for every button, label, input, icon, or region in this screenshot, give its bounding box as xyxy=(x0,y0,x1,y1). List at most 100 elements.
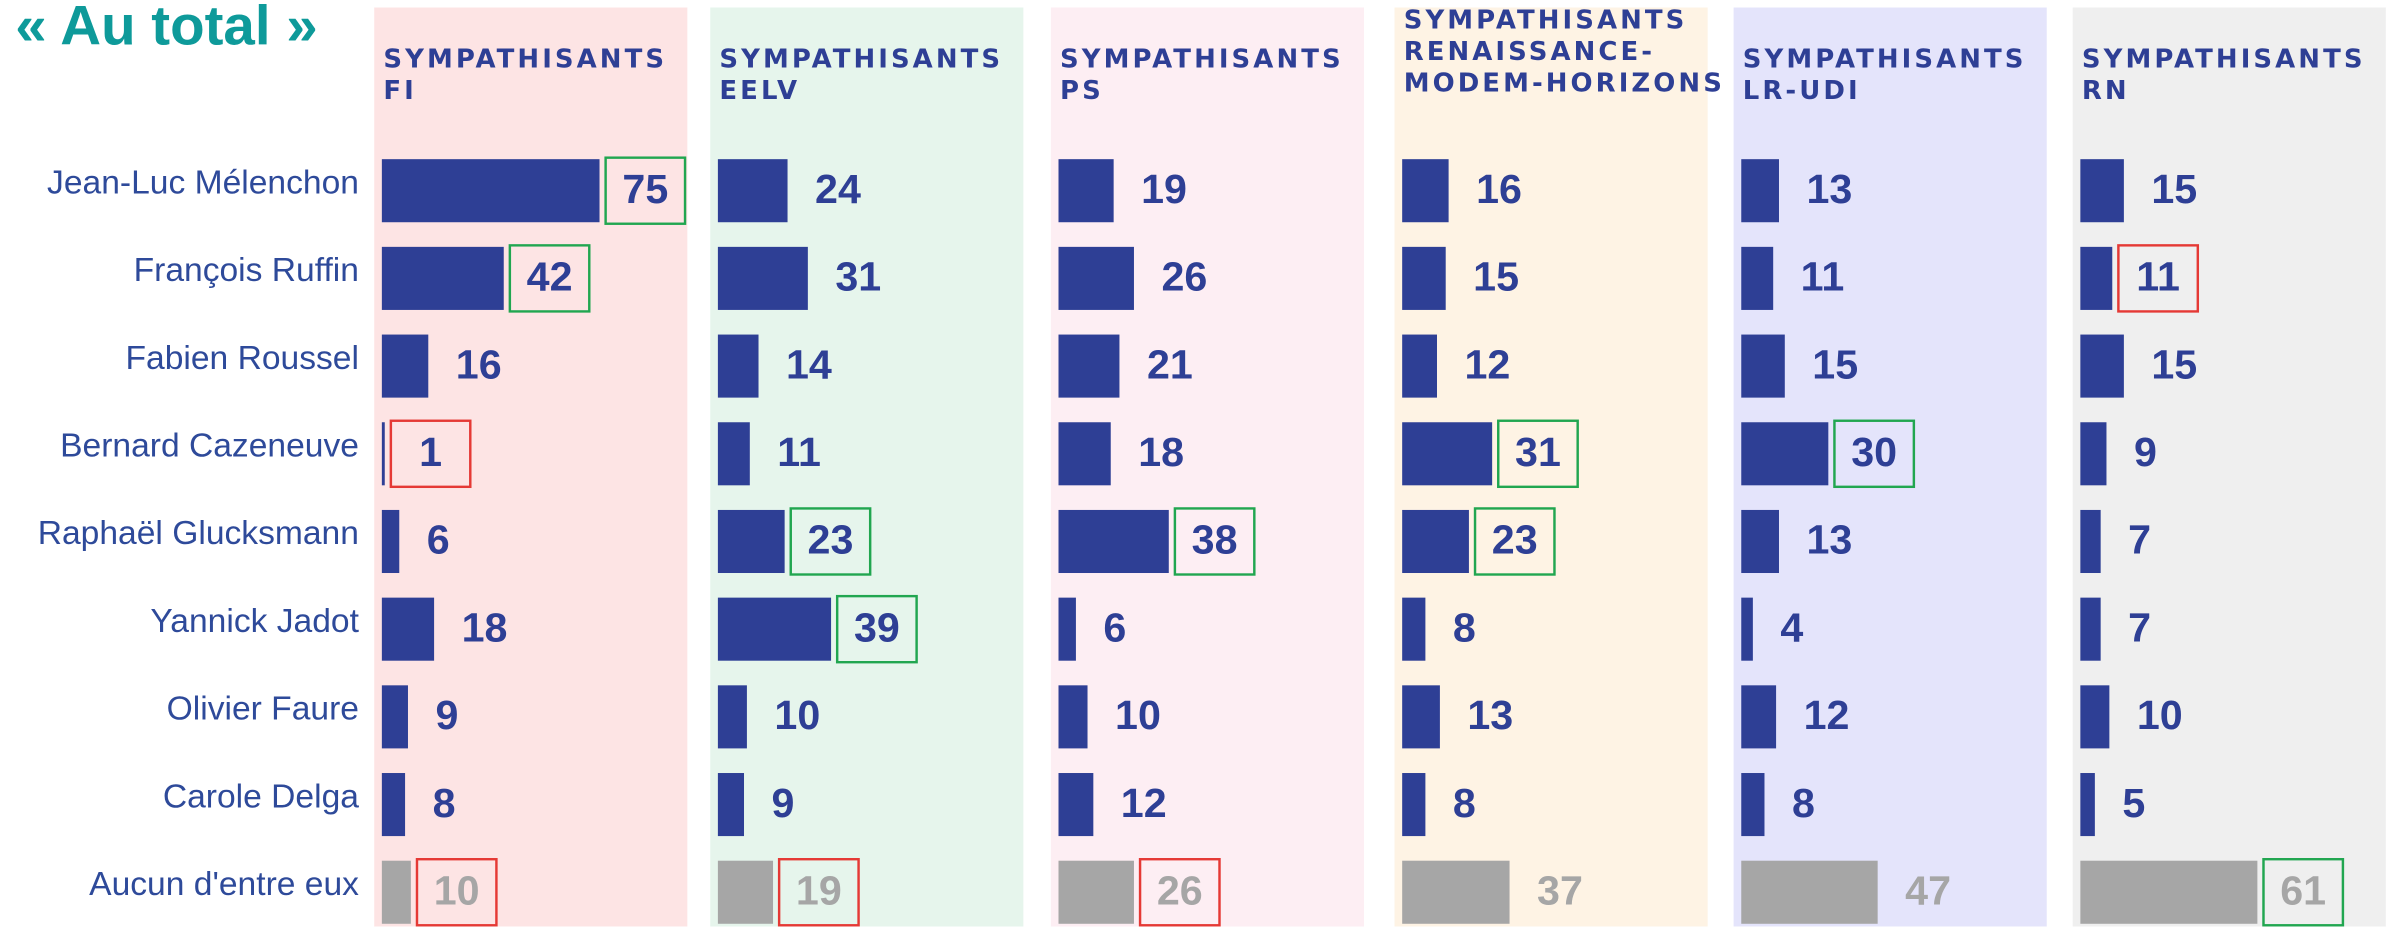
value-label: 8 xyxy=(1453,605,1476,651)
value-label: 10 xyxy=(2137,692,2183,738)
panel-title: SYMPATHISANTS xyxy=(383,45,667,75)
bar xyxy=(717,685,747,749)
panel-background xyxy=(710,7,1024,927)
value-label: 11 xyxy=(777,429,821,475)
value-label: 8 xyxy=(1792,780,1815,826)
panel-title: MODEM-HORIZONS xyxy=(1404,69,1725,99)
bar xyxy=(381,246,504,310)
value-label: 19 xyxy=(796,868,842,914)
bar xyxy=(2080,860,2258,924)
panel-title: EELV xyxy=(719,76,800,106)
highlight-box xyxy=(415,858,498,927)
panel-title: SYMPATHISANTS xyxy=(1404,6,1688,36)
value-label: 31 xyxy=(835,254,881,300)
page-title: « Au total » xyxy=(15,0,317,57)
bar xyxy=(717,422,750,486)
value-label: 8 xyxy=(433,780,456,826)
bar xyxy=(1058,422,1111,486)
bar xyxy=(717,860,774,924)
value-label: 16 xyxy=(456,342,502,388)
panel-title: LR-UDI xyxy=(1743,76,1861,106)
bar xyxy=(381,773,406,837)
value-label: 15 xyxy=(2151,342,2197,388)
bar xyxy=(1741,422,1829,486)
highlight-box xyxy=(2117,244,2200,313)
bar xyxy=(717,509,785,574)
value-label: 30 xyxy=(1851,429,1897,475)
bar xyxy=(1058,334,1120,398)
panel-background xyxy=(2072,7,2386,927)
highlight-box xyxy=(604,156,687,225)
bar xyxy=(381,860,411,924)
value-label: 14 xyxy=(786,342,832,388)
bar xyxy=(2080,246,2113,310)
value-label: 9 xyxy=(435,692,458,738)
value-label: 16 xyxy=(1476,166,1522,212)
value-label: 42 xyxy=(527,254,573,300)
value-label: 8 xyxy=(1453,780,1476,826)
category-label: Yannick Jadot xyxy=(150,603,359,640)
value-label: 15 xyxy=(1812,342,1858,388)
bar xyxy=(1058,685,1088,749)
value-label: 6 xyxy=(427,517,450,563)
category-label: Fabien Roussel xyxy=(126,340,359,377)
bar xyxy=(1058,246,1134,310)
panel-title: RENAISSANCE- xyxy=(1404,37,1655,67)
bar xyxy=(717,334,759,398)
bar xyxy=(381,159,600,223)
value-label: 9 xyxy=(772,780,795,826)
bar xyxy=(381,597,435,661)
panel-title: SYMPATHISANTS xyxy=(719,45,1003,75)
bar xyxy=(1402,159,1449,223)
bar xyxy=(2080,597,2101,661)
bar xyxy=(1058,860,1134,924)
value-label: 12 xyxy=(1804,692,1850,738)
highlight-box xyxy=(508,244,591,313)
value-label: 10 xyxy=(434,868,480,914)
value-label: 37 xyxy=(1537,868,1583,914)
panel-title: FI xyxy=(383,76,417,106)
value-label: 47 xyxy=(1905,868,1951,914)
bar xyxy=(381,422,385,486)
bar xyxy=(1058,597,1076,661)
bar xyxy=(2080,685,2110,749)
panel-title: SYMPATHISANTS xyxy=(2082,45,2366,75)
bar xyxy=(381,334,429,398)
value-label: 39 xyxy=(854,605,900,651)
bar xyxy=(1058,159,1114,223)
value-label: 18 xyxy=(1138,429,1184,475)
bar xyxy=(1058,773,1094,837)
value-label: 4 xyxy=(1780,605,1803,651)
value-label: 7 xyxy=(2128,517,2151,563)
highlight-box xyxy=(835,594,918,664)
bar xyxy=(1741,334,1785,398)
bar xyxy=(717,246,808,310)
value-label: 1 xyxy=(419,429,442,475)
bar xyxy=(1741,597,1753,661)
value-label: 75 xyxy=(622,166,668,212)
bar xyxy=(1741,159,1779,223)
highlight-box xyxy=(1138,858,1221,927)
bar xyxy=(717,773,745,837)
bar xyxy=(1402,685,1440,749)
highlight-box xyxy=(789,507,872,576)
bar xyxy=(2080,509,2101,574)
bar xyxy=(381,685,408,749)
category-label: Olivier Faure xyxy=(167,691,359,728)
highlight-box xyxy=(1497,419,1579,489)
value-label: 23 xyxy=(808,517,854,563)
highlight-box xyxy=(1173,507,1256,576)
value-label: 9 xyxy=(2134,429,2157,475)
bar xyxy=(1402,422,1493,486)
highlight-box xyxy=(389,419,472,489)
value-label: 23 xyxy=(1492,517,1538,563)
bar xyxy=(1402,773,1426,837)
value-label: 18 xyxy=(462,605,508,651)
category-label: Aucun d'entre eux xyxy=(89,866,359,903)
bar xyxy=(1741,860,1878,924)
value-label: 15 xyxy=(2151,166,2197,212)
value-label: 61 xyxy=(2280,868,2326,914)
value-label: 7 xyxy=(2128,605,2151,651)
bar xyxy=(1402,246,1446,310)
